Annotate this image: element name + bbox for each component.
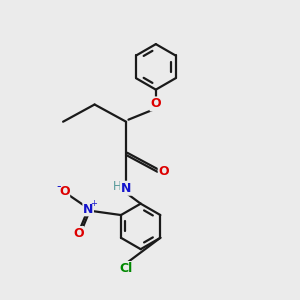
Text: H: H [112, 180, 121, 193]
Text: Cl: Cl [119, 262, 133, 275]
Text: O: O [59, 185, 70, 199]
Text: N: N [121, 182, 131, 195]
Text: -: - [56, 180, 61, 193]
Text: N: N [83, 203, 93, 216]
Text: +: + [90, 200, 97, 208]
Text: O: O [73, 226, 84, 240]
Text: O: O [159, 165, 169, 178]
Text: O: O [151, 98, 161, 110]
